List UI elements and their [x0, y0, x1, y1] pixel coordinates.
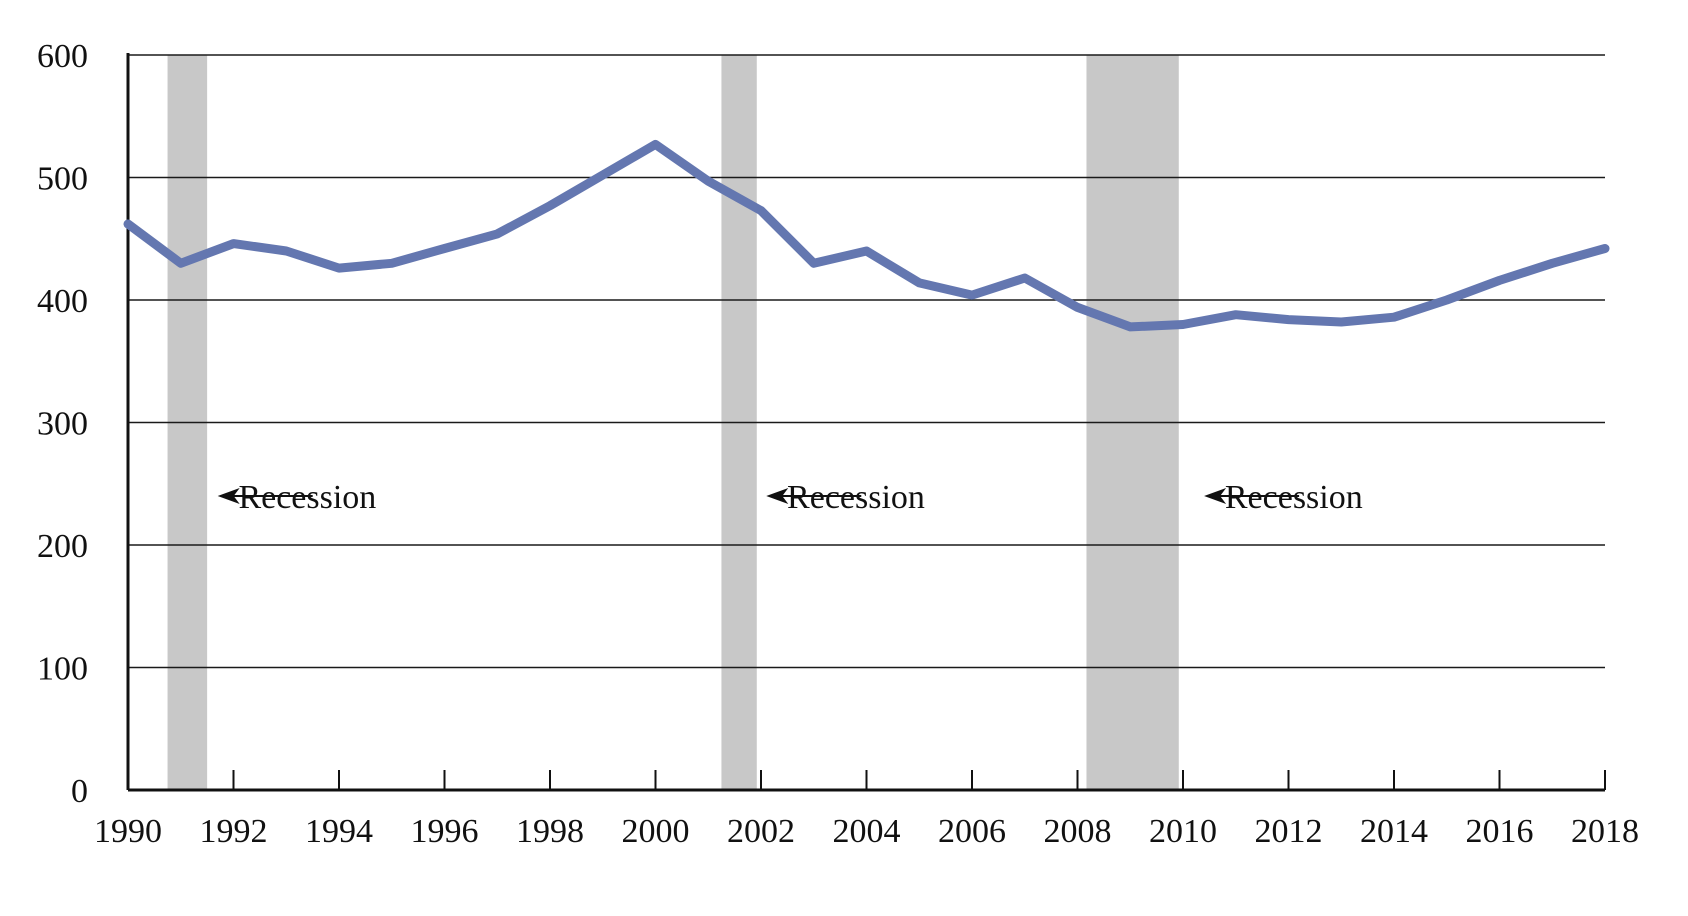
annotation-arrow-head: [1204, 488, 1227, 504]
y-tick-label: 400: [37, 283, 88, 320]
x-tick-label: 2008: [1044, 813, 1112, 850]
x-tick-label: 2004: [833, 813, 901, 850]
x-tick-label: 2000: [622, 813, 690, 850]
annotation-label: Recession: [787, 479, 925, 516]
x-tick-label: 1996: [411, 813, 479, 850]
annotation-arrow-head: [217, 488, 240, 504]
annotation-label: Recession: [1225, 479, 1363, 516]
annotation-arrow-head: [766, 488, 789, 504]
x-tick-label: 1994: [305, 813, 373, 850]
x-tick-label: 2016: [1466, 813, 1534, 850]
x-tick-label: 1992: [200, 813, 268, 850]
y-tick-label: 0: [71, 773, 88, 810]
y-tick-label: 500: [37, 161, 88, 198]
series-line: [123, 139, 1610, 332]
x-tick-label: 2002: [727, 813, 795, 850]
x-tick-label: 2014: [1360, 813, 1428, 850]
y-tick-label: 100: [37, 651, 88, 688]
x-tick-label: 2006: [938, 813, 1006, 850]
x-tick-label: 2012: [1255, 813, 1323, 850]
y-tick-label: 600: [37, 38, 88, 75]
annotation-label: Recession: [238, 479, 376, 516]
y-tick-label: 200: [37, 528, 88, 565]
x-tick-label: 2018: [1571, 813, 1639, 850]
y-tick-label: 300: [37, 406, 88, 443]
x-tick-label: 2010: [1149, 813, 1217, 850]
x-tick-label: 1998: [516, 813, 584, 850]
x-tick-label: 1990: [94, 813, 162, 850]
